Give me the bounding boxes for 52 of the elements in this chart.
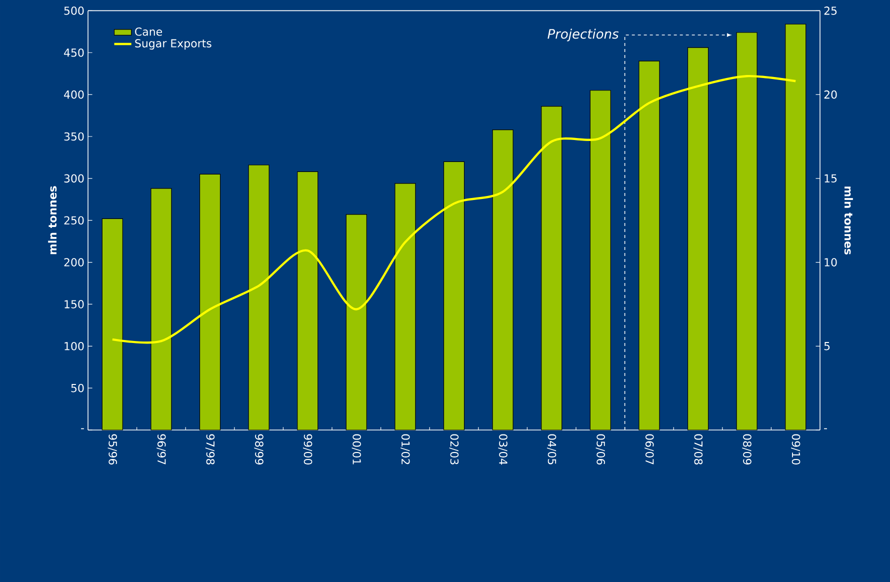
bar xyxy=(346,214,367,430)
y2-tick-label: 5 xyxy=(824,342,830,350)
bar xyxy=(248,164,270,430)
bar xyxy=(638,60,660,430)
y-tick-label: 150 xyxy=(64,300,84,308)
x-tick-label: 05/06 xyxy=(596,434,605,465)
y2-axis-title: mln tonnes xyxy=(844,186,853,255)
bar xyxy=(150,188,172,430)
y-tick-label: 350 xyxy=(64,132,84,141)
x-tick-label: 96/97 xyxy=(156,434,166,464)
y-tick-label: - xyxy=(81,428,84,430)
x-tick-label: 08/09 xyxy=(742,434,752,464)
y-tick-label: 400 xyxy=(64,90,84,99)
x-tick-label: 09/10 xyxy=(791,434,800,464)
y2-tick-label: 15 xyxy=(824,174,837,183)
bar xyxy=(736,32,758,430)
bar xyxy=(492,129,514,430)
annotation: Projections xyxy=(548,28,619,42)
bar xyxy=(785,24,806,430)
y-tick-label: 300 xyxy=(64,174,84,183)
y-tick-label: 500 xyxy=(64,6,84,15)
y-tick-label: 50 xyxy=(71,384,84,392)
bar xyxy=(590,90,611,430)
legend-label: Sugar Exports xyxy=(135,39,212,50)
bar xyxy=(443,161,465,430)
x-tick-label: 04/05 xyxy=(547,434,556,464)
bar xyxy=(687,47,709,430)
y2-tick-label: 10 xyxy=(824,258,837,266)
x-tick-label: 01/02 xyxy=(400,434,410,464)
x-tick-label: 95/96 xyxy=(108,434,117,465)
x-tick-label: 00/01 xyxy=(352,434,361,464)
x-tick-label: 02/03 xyxy=(449,434,459,464)
y2-tick-label: 25 xyxy=(824,6,837,15)
y-axis-title: mln tonnes xyxy=(48,186,57,254)
y-tick-label: 250 xyxy=(64,216,84,225)
y-tick-label: 100 xyxy=(64,342,84,350)
x-tick-label: 98/99 xyxy=(254,434,264,464)
x-tick-label: 06/07 xyxy=(644,434,654,464)
legend-label: Cane xyxy=(135,27,162,36)
bar xyxy=(199,174,221,430)
bar xyxy=(394,183,416,430)
x-tick-label: 03/04 xyxy=(498,434,508,465)
x-tick-label: 07/08 xyxy=(693,434,703,464)
bar xyxy=(541,106,562,430)
x-tick-label: 97/98 xyxy=(205,434,215,464)
bar xyxy=(297,171,318,430)
y2-tick-label: - xyxy=(824,428,827,430)
y2-tick-label: 20 xyxy=(824,90,837,99)
y-tick-label: 200 xyxy=(64,258,84,266)
x-tick-label: 99/00 xyxy=(303,434,312,464)
bar xyxy=(102,218,123,430)
y-tick-label: 450 xyxy=(64,48,84,57)
